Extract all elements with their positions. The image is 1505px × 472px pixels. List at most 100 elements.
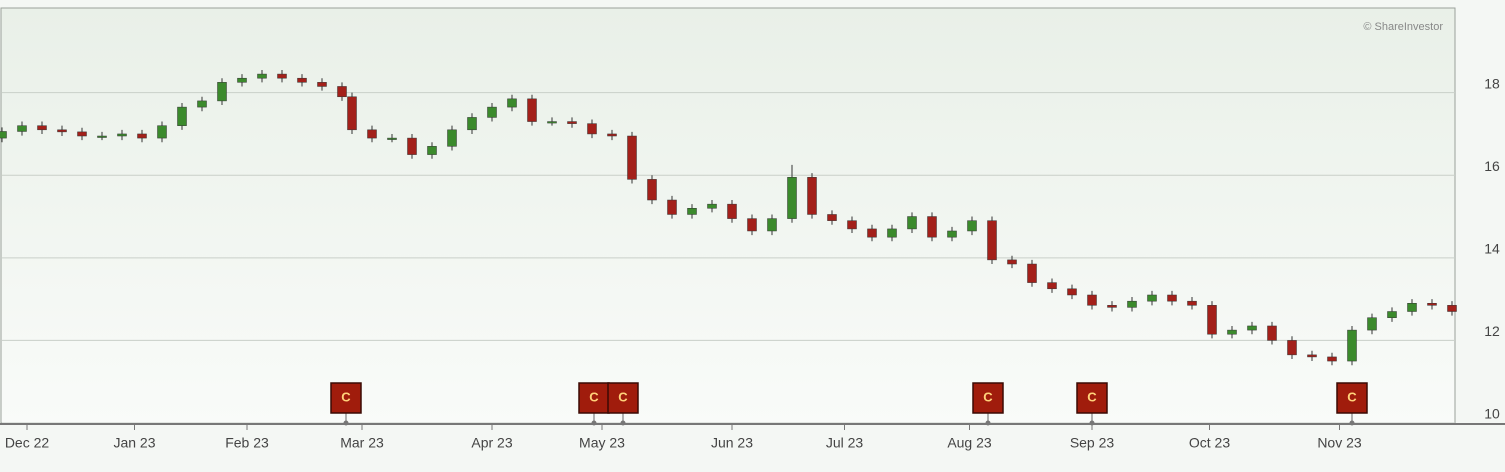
candle-body [547,121,557,124]
event-dot [591,420,597,426]
x-tick-label: Dec 22 [5,435,50,451]
candle-body [867,228,877,238]
candle-body [627,135,637,180]
candle-body [1067,288,1077,296]
candle-body [197,100,207,108]
candle-body [37,125,47,131]
candle-body [77,131,87,137]
candle-body [427,146,437,155]
event-marker [578,382,610,414]
candle-body [847,220,857,230]
candle-body [117,133,127,137]
candle-body [607,133,617,137]
candle-body [1087,294,1097,306]
candle-body [1187,300,1197,306]
candle-body [1027,263,1037,283]
x-tick-label: Aug 23 [947,435,992,451]
event-label: C [589,389,599,404]
y-tick-label: 18 [1484,75,1500,91]
event-marker [972,382,1004,414]
candle-body [137,133,147,139]
candle-body [0,131,7,139]
event-dot [343,420,349,426]
x-tick-label: Jul 23 [826,435,864,451]
candle-body [927,216,937,238]
event-dot [620,420,626,426]
credit: © ShareInvestor [1363,21,1443,33]
candle-body [1367,317,1377,331]
event-marker [607,382,639,414]
candle-body [97,135,107,138]
candle-body [1307,354,1317,358]
candle-body [347,96,357,131]
event-label: C [618,389,628,404]
candle-body [407,137,417,155]
event-dot [1089,420,1095,426]
candle-body [1267,325,1277,341]
candle-body [807,177,817,215]
candle-body [387,137,397,140]
y-tick-label: 10 [1484,406,1500,422]
candle-body [1047,282,1057,290]
candle-body [367,129,377,139]
candle-body [827,214,837,221]
candle-body [1287,340,1297,356]
event-marker [1076,382,1108,414]
candle-body [257,73,267,79]
event-label: C [1087,389,1097,404]
candle-body [527,98,537,122]
candle-body [987,220,997,261]
candle-body [1007,259,1017,265]
candle-body [1207,305,1217,335]
x-tick-label: Mar 23 [340,435,384,451]
candle-body [337,86,347,98]
candle-body [507,98,517,108]
event-label: C [983,389,993,404]
event-dot [985,420,991,426]
candle-body [277,73,287,79]
x-tick-label: Sep 23 [1070,435,1115,451]
candle-body [1427,302,1437,306]
candle-body [947,230,957,238]
candle-body [727,203,737,219]
candle-body [157,125,167,139]
candle-body [1107,305,1117,308]
candle-body [317,82,327,87]
candle-body [297,77,307,83]
candle-body [687,208,697,215]
candle-body [967,220,977,232]
event-dot [1349,420,1355,426]
x-tick-label: Oct 23 [1189,435,1230,451]
event-label: C [341,389,351,404]
candle-body [1227,329,1237,335]
candle-body [1407,302,1417,312]
candle-body [1167,294,1177,302]
candle-body [1347,329,1357,362]
candle-body [217,82,227,102]
candle-body [667,199,677,215]
event-marker [330,382,362,414]
candle-body [1387,311,1397,318]
x-tick-label: Jun 23 [711,435,753,451]
candle-body [767,218,777,232]
y-tick-label: 16 [1484,158,1500,174]
x-tick-label: May 23 [579,435,625,451]
candle-body [907,216,917,230]
event-label: C [1347,389,1357,404]
x-tick-label: Nov 23 [1317,435,1362,451]
candle-body [1247,325,1257,331]
candle-body [587,123,597,135]
candle-body [447,129,457,147]
candle-body [17,125,27,132]
candle-body [177,106,187,126]
candle-body [1447,305,1457,312]
candle-body [887,228,897,238]
candle-body [237,77,247,83]
candle-body [1127,300,1137,308]
candle-body [467,117,477,131]
x-tick-label: Apr 23 [471,435,512,451]
x-tick-label: Feb 23 [225,435,269,451]
candle-body [487,106,497,118]
x-tick-label: Jan 23 [113,435,155,451]
